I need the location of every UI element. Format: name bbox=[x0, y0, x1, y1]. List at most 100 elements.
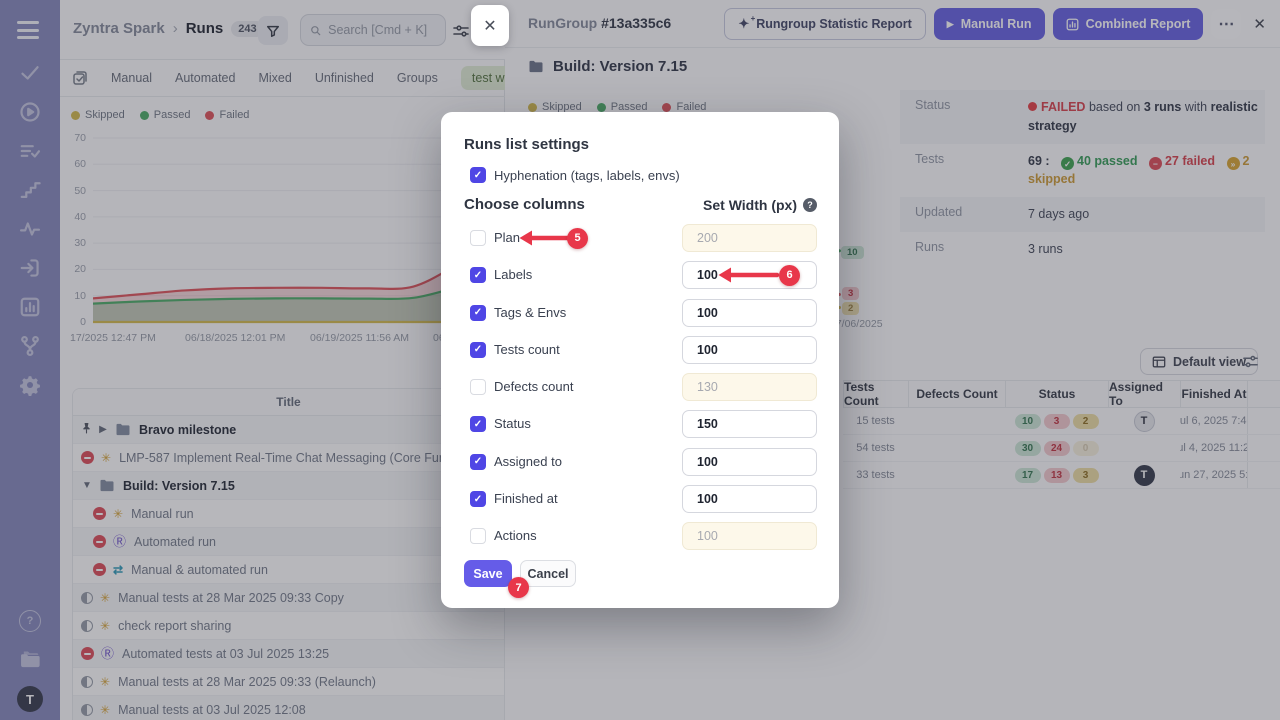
tree-row[interactable]: Ⓡ Automated run bbox=[73, 528, 504, 556]
tab-mixed[interactable]: Mixed bbox=[258, 71, 292, 85]
tree-row[interactable]: ⇄ Manual & automated run bbox=[73, 556, 504, 584]
pulse-icon[interactable] bbox=[19, 218, 41, 240]
tab-groups[interactable]: Groups bbox=[396, 71, 438, 85]
tree-row-label: Manual tests at 28 Mar 2025 09:33 (Relau… bbox=[118, 674, 376, 689]
skipped-dot-icon bbox=[71, 110, 80, 120]
combined-report-button[interactable]: Combined Report bbox=[1052, 8, 1204, 40]
caret-down-icon[interactable]: ▼ bbox=[82, 480, 92, 491]
tree-row[interactable]: Ⓡ Automated tests at 03 Jul 2025 13:25 bbox=[73, 640, 504, 668]
defects-count-width-input[interactable] bbox=[682, 373, 817, 402]
tab-test-work[interactable]: test work bbox=[460, 66, 505, 90]
column-header-status[interactable]: Status bbox=[1005, 381, 1108, 407]
tab-unfinished[interactable]: Unfinished bbox=[314, 71, 374, 85]
breadcrumb-project[interactable]: Zyntra Spark bbox=[73, 20, 165, 37]
gear-icon[interactable] bbox=[19, 374, 41, 396]
y-tick-0: 0 bbox=[80, 316, 86, 328]
actions-checkbox[interactable] bbox=[470, 528, 486, 545]
tree-row[interactable]: ✳ Manual tests at 28 Mar 2025 09:33 Copy bbox=[73, 584, 504, 612]
passed-pill: 30 bbox=[1014, 440, 1041, 456]
skipped-pill: 2 bbox=[1072, 413, 1099, 429]
tests-count-checkbox[interactable]: ✓ bbox=[470, 341, 486, 358]
tree-row[interactable]: ✳ LMP-587 Implement Real-Time Chat Messag… bbox=[73, 444, 504, 472]
table-settings-icon[interactable] bbox=[1242, 353, 1259, 370]
tree-row[interactable]: ✳ Manual tests at 03 Jul 2025 12:08 bbox=[73, 696, 504, 720]
plan-checkbox[interactable] bbox=[470, 230, 486, 246]
tree-row[interactable]: ▶ Bravo milestone bbox=[73, 416, 504, 444]
status-width-input[interactable] bbox=[682, 410, 817, 439]
runs-list-settings-modal: Runs list settings ✓ Hyphenation (tags, … bbox=[441, 112, 839, 608]
report-icon[interactable] bbox=[19, 296, 41, 318]
width-help-icon[interactable]: ? bbox=[803, 198, 817, 212]
cancel-button[interactable]: Cancel bbox=[520, 560, 576, 587]
labels-checkbox[interactable]: ✓ bbox=[470, 267, 486, 284]
play-circle-icon[interactable] bbox=[19, 101, 41, 123]
user-avatar[interactable]: T bbox=[17, 686, 43, 712]
plan-width-input[interactable] bbox=[682, 224, 817, 252]
steps-icon[interactable] bbox=[19, 179, 41, 201]
finished-at-checkbox[interactable]: ✓ bbox=[470, 491, 486, 508]
column-header-assigned-to[interactable]: Assigned To bbox=[1108, 380, 1180, 408]
defects-count-checkbox[interactable] bbox=[470, 379, 486, 396]
caret-right-icon[interactable]: ▶ bbox=[99, 424, 107, 435]
passed-dot-icon bbox=[139, 110, 149, 120]
play-icon: ▶ bbox=[946, 18, 954, 29]
tab-manual[interactable]: Manual bbox=[111, 71, 152, 85]
tree-row[interactable]: ✳ Manual run bbox=[73, 500, 504, 528]
column-header-defects-count[interactable]: Defects Count bbox=[908, 381, 1005, 407]
tree-row[interactable]: ▼ Build: Version 7.15 bbox=[73, 472, 504, 500]
search-box[interactable] bbox=[300, 14, 446, 46]
save-button[interactable]: Save bbox=[464, 560, 512, 587]
assigned-to-width-input[interactable] bbox=[682, 447, 817, 476]
tags-envs-width-input[interactable] bbox=[682, 298, 817, 327]
sparkle-icon: ✦ + bbox=[738, 14, 756, 31]
manual-run-button[interactable]: ▶ Manual Run bbox=[933, 8, 1045, 40]
status-checkbox[interactable]: ✓ bbox=[470, 416, 486, 433]
hamburger-menu-icon[interactable] bbox=[17, 21, 39, 39]
assignee-avatar[interactable]: T bbox=[1133, 410, 1155, 432]
tab-automated[interactable]: Automated bbox=[175, 71, 236, 85]
branch-icon[interactable] bbox=[19, 335, 41, 357]
hyphenation-option[interactable]: ✓ Hyphenation (tags, labels, envs) bbox=[470, 167, 680, 183]
tree-row[interactable]: ✳ check report sharing bbox=[73, 612, 504, 640]
rungroup-meta: Status FAILED based on 3 runs with reali… bbox=[900, 90, 1265, 267]
actions-width-input[interactable] bbox=[682, 522, 817, 551]
tree-row-label: Automated run bbox=[134, 534, 217, 549]
default-view-button[interactable]: Default view bbox=[1140, 348, 1258, 375]
hyphenation-checkbox[interactable]: ✓ bbox=[470, 167, 486, 183]
failed-status-icon bbox=[81, 451, 94, 464]
check-icon[interactable] bbox=[19, 62, 41, 84]
rungroup-statistic-report-button[interactable]: ✦ + Rungroup Statistic Report bbox=[724, 8, 926, 40]
tests-count-width-input[interactable] bbox=[682, 335, 817, 364]
search-input[interactable] bbox=[328, 23, 436, 37]
import-icon[interactable] bbox=[19, 257, 41, 279]
x-tick-3: 06 bbox=[433, 332, 445, 344]
finished-at-width-input[interactable] bbox=[682, 485, 817, 514]
filter-button[interactable] bbox=[258, 16, 288, 45]
column-settings-icon[interactable] bbox=[452, 22, 470, 40]
list-check-icon[interactable] bbox=[19, 140, 41, 162]
tree-row[interactable]: ✳ Manual tests at 28 Mar 2025 09:33 (Rela… bbox=[73, 668, 504, 696]
projects-icon[interactable] bbox=[19, 648, 41, 670]
more-actions-button[interactable]: ⋯ bbox=[1211, 9, 1242, 39]
assignee-avatar[interactable]: T bbox=[1133, 464, 1155, 486]
tags-envs-checkbox[interactable]: ✓ bbox=[470, 304, 486, 321]
column-header-tests-count[interactable]: Tests Count bbox=[843, 380, 908, 408]
skipped-pill: 3 bbox=[1072, 467, 1099, 483]
help-icon[interactable]: ? bbox=[19, 610, 41, 632]
tree-row-label: Manual tests at 28 Mar 2025 09:33 Copy bbox=[118, 590, 344, 605]
close-rungroup-icon[interactable]: ✕ bbox=[1253, 16, 1266, 33]
column-option-row: ✓ Tests count bbox=[441, 335, 839, 364]
pin-icon bbox=[81, 422, 93, 437]
assigned-to-checkbox[interactable]: ✓ bbox=[470, 453, 486, 470]
breadcrumb-separator: › bbox=[172, 20, 178, 37]
select-all-icon[interactable] bbox=[72, 70, 88, 86]
chart-legend: Skipped Passed Failed bbox=[71, 109, 249, 121]
breadcrumb-page[interactable]: Runs bbox=[185, 20, 224, 37]
column-header-finished-at[interactable]: Finished At bbox=[1180, 381, 1248, 407]
tree-row-label: Manual tests at 03 Jul 2025 12:08 bbox=[118, 702, 306, 717]
legend-failed: Failed bbox=[205, 109, 249, 121]
panel-close-button[interactable]: ✕ bbox=[471, 5, 509, 46]
